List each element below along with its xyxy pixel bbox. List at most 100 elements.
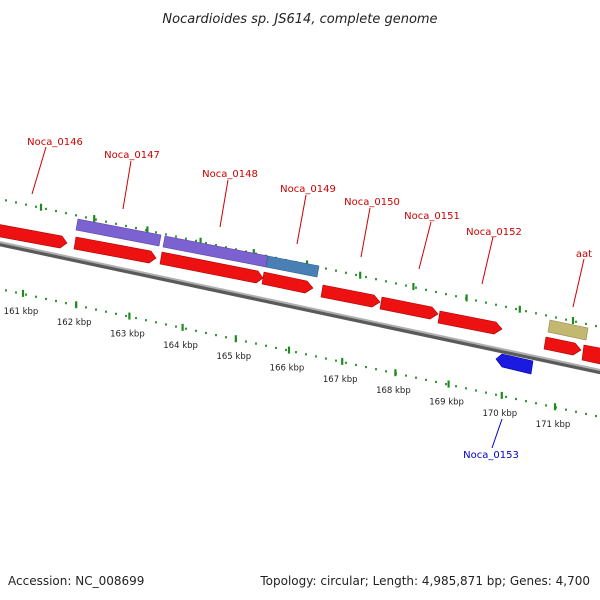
outer-minor-tick xyxy=(385,280,387,283)
label-noca-0152[interactable]: Noca_0152 xyxy=(466,227,522,238)
inner-minor-tick xyxy=(385,370,387,373)
outer-minor-tick xyxy=(555,316,557,319)
outer-major-tick xyxy=(252,249,255,257)
outer-minor-tick xyxy=(545,314,547,317)
leader-noca-0149 xyxy=(296,194,307,245)
inner-minor-tick xyxy=(525,400,527,403)
outer-minor-tick xyxy=(115,222,117,225)
gene-arrow-aat[interactable] xyxy=(543,336,582,356)
label-noca-0150[interactable]: Noca_0150 xyxy=(344,197,400,208)
label-noca-0149[interactable]: Noca_0149 xyxy=(280,184,336,195)
inner-minor-tick xyxy=(265,344,267,347)
inner-minor-tick xyxy=(415,376,417,379)
outer-minor-tick xyxy=(105,220,107,223)
leader-noca-0150 xyxy=(360,207,371,258)
outer-minor-tick xyxy=(405,284,407,287)
tick-label: 168 kbp xyxy=(376,386,411,396)
inner-minor-tick xyxy=(85,306,87,309)
leader-noca-0146 xyxy=(31,146,47,195)
gene-arrow-noca-0153[interactable] xyxy=(495,353,534,375)
gene-arrow-noca-0146[interactable] xyxy=(0,224,68,249)
tick-label: 170 kbp xyxy=(482,409,517,419)
gene-arrow-noca-0152[interactable] xyxy=(437,310,503,335)
inner-minor-tick xyxy=(345,361,347,364)
outer-minor-tick xyxy=(155,231,157,234)
inner-minor-tick xyxy=(45,297,47,300)
inner-minor-tick xyxy=(185,327,187,330)
inner-minor-tick xyxy=(35,295,37,298)
gene-arrow-noca-0148[interactable] xyxy=(159,251,264,284)
outer-minor-tick xyxy=(185,237,187,240)
outer-minor-tick xyxy=(485,301,487,304)
inner-minor-tick xyxy=(285,348,287,352)
inner-minor-tick xyxy=(435,380,437,384)
outer-minor-tick xyxy=(565,318,567,321)
label-noca-0146[interactable]: Noca_0146 xyxy=(27,137,83,148)
outer-minor-tick xyxy=(25,203,27,206)
tick-label: 163 kbp xyxy=(110,330,145,340)
inner-minor-tick xyxy=(595,414,597,418)
backbone-shadow xyxy=(0,241,600,375)
gene-arrow-noca-0147[interactable] xyxy=(73,236,157,264)
inner-major-tick xyxy=(287,346,291,354)
inner-minor-tick xyxy=(245,340,247,343)
gene-arrow-noca-0151[interactable] xyxy=(379,296,439,320)
inner-minor-tick xyxy=(335,359,337,362)
inner-minor-tick xyxy=(585,412,587,416)
inner-minor-tick xyxy=(325,357,327,360)
outer-minor-tick xyxy=(135,226,137,230)
label-noca-0151[interactable]: Noca_0151 xyxy=(404,211,460,222)
outer-minor-tick xyxy=(455,295,457,298)
outer-minor-tick xyxy=(355,273,357,277)
inner-minor-tick xyxy=(535,402,537,405)
leader-aat xyxy=(572,258,585,308)
inner-minor-tick xyxy=(155,321,157,324)
outer-minor-tick xyxy=(415,286,417,289)
inner-minor-tick xyxy=(255,342,257,345)
inner-minor-tick xyxy=(215,334,217,337)
inner-minor-tick xyxy=(175,325,177,328)
inner-minor-tick xyxy=(135,316,137,320)
outer-minor-tick xyxy=(225,246,227,249)
outer-minor-tick xyxy=(235,248,237,251)
leader-noca-0153 xyxy=(491,418,503,449)
inner-major-tick xyxy=(75,301,78,309)
outer-minor-tick xyxy=(165,233,167,236)
inner-minor-tick xyxy=(15,291,17,294)
tick-label: 166 kbp xyxy=(270,364,305,374)
outer-major-tick xyxy=(146,226,149,234)
inner-minor-tick xyxy=(5,289,7,292)
outer-minor-tick xyxy=(585,322,587,326)
outer-minor-tick xyxy=(345,271,347,274)
label-aat[interactable]: aat xyxy=(576,249,592,260)
backbone xyxy=(0,241,600,371)
gene-arrow-noca-0150[interactable] xyxy=(320,284,381,308)
inner-minor-tick xyxy=(545,404,547,407)
inner-major-tick xyxy=(500,391,503,399)
inner-minor-tick xyxy=(295,351,297,354)
outer-minor-tick xyxy=(35,205,37,208)
outer-minor-tick xyxy=(445,292,447,296)
outer-minor-tick xyxy=(75,214,77,217)
outer-minor-tick xyxy=(375,278,377,281)
label-noca-0148[interactable]: Noca_0148 xyxy=(202,169,258,180)
outer-major-tick xyxy=(359,271,362,279)
leader-noca-0148 xyxy=(219,179,229,228)
inner-minor-tick xyxy=(505,395,507,398)
inner-minor-tick xyxy=(565,408,567,411)
inner-minor-tick xyxy=(145,319,147,322)
inner-minor-tick xyxy=(205,331,207,335)
inner-major-tick xyxy=(341,357,344,365)
tick-label: 162 kbp xyxy=(57,318,92,328)
tick-label: 161 kbp xyxy=(4,307,39,317)
gene-arrow-noca-0149[interactable] xyxy=(261,271,314,294)
outer-minor-tick xyxy=(595,324,597,328)
gene-arrow-next[interactable] xyxy=(581,344,600,365)
outer-minor-tick xyxy=(395,282,397,285)
inner-minor-tick xyxy=(115,312,117,315)
label-noca-0147[interactable]: Noca_0147 xyxy=(104,150,160,161)
inner-minor-tick xyxy=(355,363,357,367)
outer-minor-tick xyxy=(65,212,67,215)
label-noca-0153[interactable]: Noca_0153 xyxy=(463,450,519,461)
